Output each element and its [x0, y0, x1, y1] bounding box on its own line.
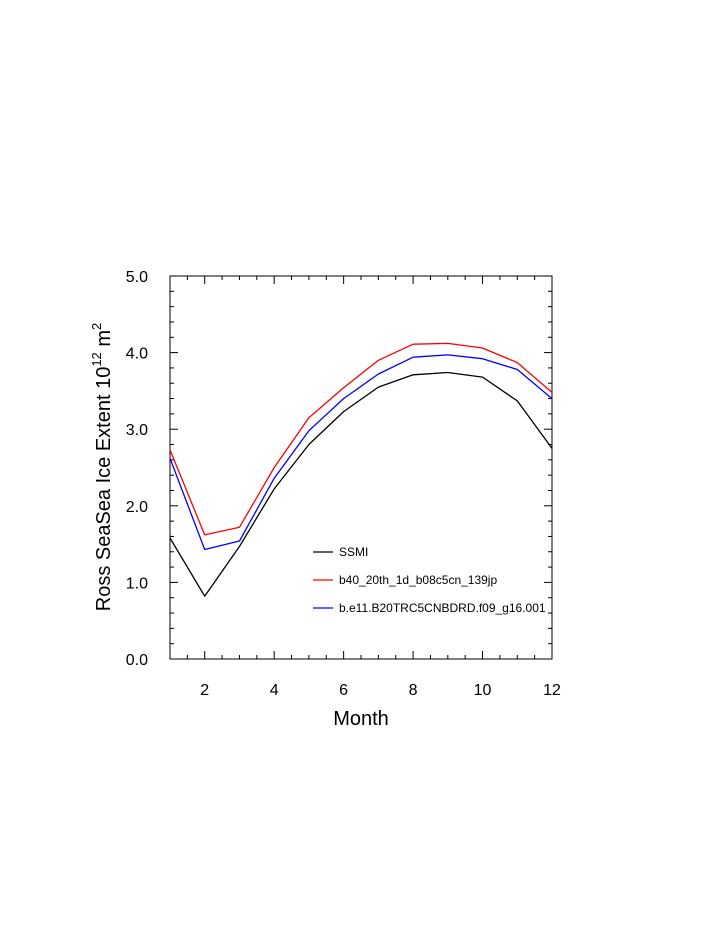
series-line — [169, 342, 553, 536]
axis-ticks — [169, 275, 553, 660]
x-tick-label: 6 — [339, 682, 348, 699]
legend-label: b40_20th_1d_b08c5cn_139jp — [339, 573, 497, 587]
y-tick-label: 3.0 — [126, 422, 148, 439]
x-tick-label: 12 — [543, 682, 561, 699]
axis-tick-labels: 2 4 6 8 10 12 0.0 1.0 2.0 3.0 4.0 5.0 — [126, 269, 561, 699]
series-lines — [169, 342, 553, 597]
y-tick-label: 5.0 — [126, 269, 148, 286]
x-tick-label: 2 — [200, 682, 209, 699]
y-tick-label: 4.0 — [126, 346, 148, 363]
y-axis-label-unit-exponent: 2 — [89, 323, 104, 330]
legend-label: SSMI — [339, 545, 368, 559]
y-axis-label-unit: m — [93, 330, 115, 352]
y-axis-label-main: Ross SeaSea Ice Extent 10 — [93, 367, 115, 612]
y-tick-label: 2.0 — [126, 499, 148, 516]
x-tick-label: 4 — [270, 682, 279, 699]
x-tick-label: 10 — [474, 682, 492, 699]
y-tick-label: 0.0 — [126, 652, 148, 669]
x-tick-label: 8 — [409, 682, 418, 699]
series-line — [169, 354, 553, 551]
series-line — [169, 371, 553, 597]
y-axis-label: Ross SeaSea Ice Extent 1012 m2 — [89, 323, 115, 612]
legend-label: b.e11.B20TRC5CNBDRD.f09_g16.001 — [339, 601, 546, 615]
x-axis-label: Month — [333, 708, 389, 730]
y-axis-label-exponent: 12 — [89, 352, 104, 366]
y-tick-label: 1.0 — [126, 575, 148, 592]
legend: SSMI b40_20th_1d_b08c5cn_139jp b.e11.B20TR… — [313, 545, 546, 615]
